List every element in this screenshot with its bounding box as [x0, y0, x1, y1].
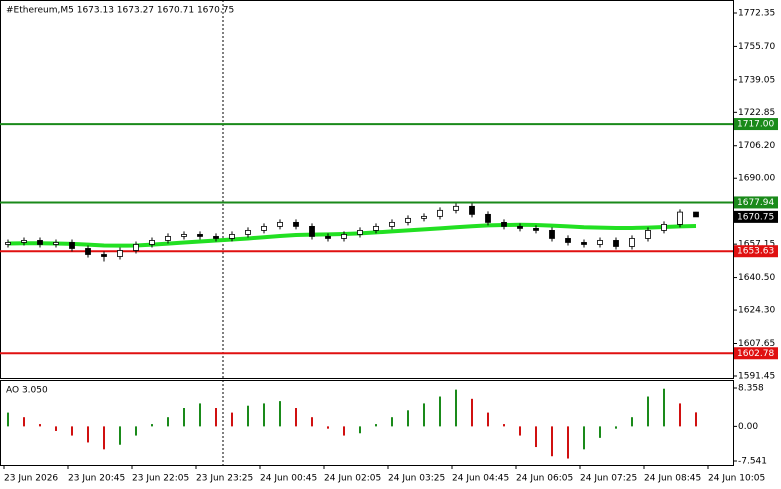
candle-body [405, 217, 411, 223]
candle-body [21, 240, 27, 243]
osc-y-tick-label: 0.00 [738, 422, 758, 432]
candle-body [581, 242, 587, 245]
candle-body [645, 230, 651, 239]
candle-body [101, 254, 107, 257]
y-tick-label: 1591.45 [738, 371, 775, 381]
x-tick-label: 24 Jun 07:25 [580, 474, 637, 484]
candle-body [693, 211, 699, 218]
y-tick-label: 1690.00 [738, 174, 775, 184]
level-label-box [734, 118, 778, 131]
candle-body [389, 221, 395, 227]
y-tick-label: 1706.20 [738, 141, 775, 151]
x-tick-label: 24 Jun 00:45 [260, 474, 317, 484]
x-tick-label: 24 Jun 04:45 [452, 474, 509, 484]
last-price-box [734, 210, 778, 223]
candle-body [293, 221, 299, 227]
candle-body [37, 240, 43, 245]
candle-body [165, 236, 171, 241]
oscillator-title: AO 3.050 [6, 386, 48, 396]
y-tick-label: 1772.35 [738, 9, 775, 19]
main-panel [0, 0, 734, 379]
level-label: 1717.00 [737, 120, 774, 130]
candle-body [517, 226, 523, 229]
candle-body [485, 213, 491, 223]
y-tick-label: 1722.85 [738, 108, 775, 118]
candle-body [453, 205, 459, 211]
candle-body [533, 228, 539, 231]
candle-body [469, 205, 475, 215]
candle-body [597, 240, 603, 245]
x-tick-label: 23 Jun 20:45 [68, 474, 125, 484]
candle-body [277, 221, 283, 227]
candle-body [565, 238, 571, 243]
osc-y-tick-label: 8.358 [738, 383, 764, 393]
candle-body [197, 234, 203, 237]
x-tick-label: 23 Jun 2026 [4, 474, 58, 484]
level-label: 1677.94 [737, 198, 774, 208]
y-tick-label: 1657.15 [738, 240, 775, 250]
candle-body [53, 242, 59, 245]
candle-body [117, 250, 123, 257]
y-tick-label: 1640.50 [738, 273, 775, 283]
candle-body [149, 240, 155, 245]
y-tick-label: 1607.65 [738, 339, 775, 349]
candle-body [85, 248, 91, 255]
candle-body [549, 230, 555, 239]
candle-body [629, 238, 635, 247]
candle-body [133, 244, 139, 251]
moving-average [7, 222, 697, 248]
level-label-box [734, 196, 778, 209]
candle-body [373, 226, 379, 231]
x-tick-label: 24 Jun 02:05 [324, 474, 381, 484]
level-label: 1653.63 [737, 247, 774, 257]
x-tick-label: 24 Jun 06:05 [516, 474, 573, 484]
candle-body [341, 234, 347, 239]
x-tick-label: 24 Jun 08:45 [644, 474, 701, 484]
candle-body [309, 226, 315, 237]
candle-body [245, 230, 251, 235]
candle-body [5, 242, 11, 245]
candle-body [437, 209, 443, 217]
y-tick-label: 1739.05 [738, 75, 775, 85]
candle-body [501, 221, 507, 227]
osc-y-tick-label: -7.541 [738, 457, 767, 467]
level-label: 1602.78 [737, 349, 774, 359]
x-tick-label: 24 Jun 03:25 [388, 474, 445, 484]
candle-body [613, 240, 619, 247]
y-tick-label: 1755.70 [738, 42, 775, 52]
candle-body [181, 234, 187, 237]
candle-body [357, 230, 363, 235]
last-price-label: 1670.75 [737, 212, 774, 222]
y-tick-label: 1624.30 [738, 306, 775, 316]
candle-body [213, 236, 219, 239]
candle-body [325, 236, 331, 239]
candle-body [677, 211, 683, 225]
x-tick-label: 23 Jun 22:05 [132, 474, 189, 484]
candle-body [421, 215, 427, 219]
candle-body [661, 223, 667, 231]
chart-title: #Ethereum,M5 1673.13 1673.27 1670.71 167… [6, 6, 234, 16]
oscillator-panel [0, 380, 734, 466]
x-tick-label: 23 Jun 23:25 [196, 474, 253, 484]
candle-body [261, 226, 267, 231]
x-tick-label: 24 Jun 10:05 [708, 474, 765, 484]
level-label-box [734, 245, 778, 258]
candle-body [69, 242, 75, 249]
candle-body [229, 234, 235, 239]
level-label-box [734, 347, 778, 360]
